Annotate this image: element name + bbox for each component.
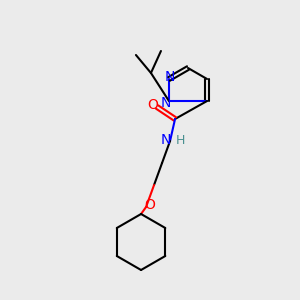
Text: N: N xyxy=(161,133,171,147)
Text: N: N xyxy=(161,96,171,110)
Text: N: N xyxy=(165,70,175,84)
Text: O: O xyxy=(148,98,158,112)
Text: H: H xyxy=(176,134,185,146)
Text: O: O xyxy=(145,198,155,212)
